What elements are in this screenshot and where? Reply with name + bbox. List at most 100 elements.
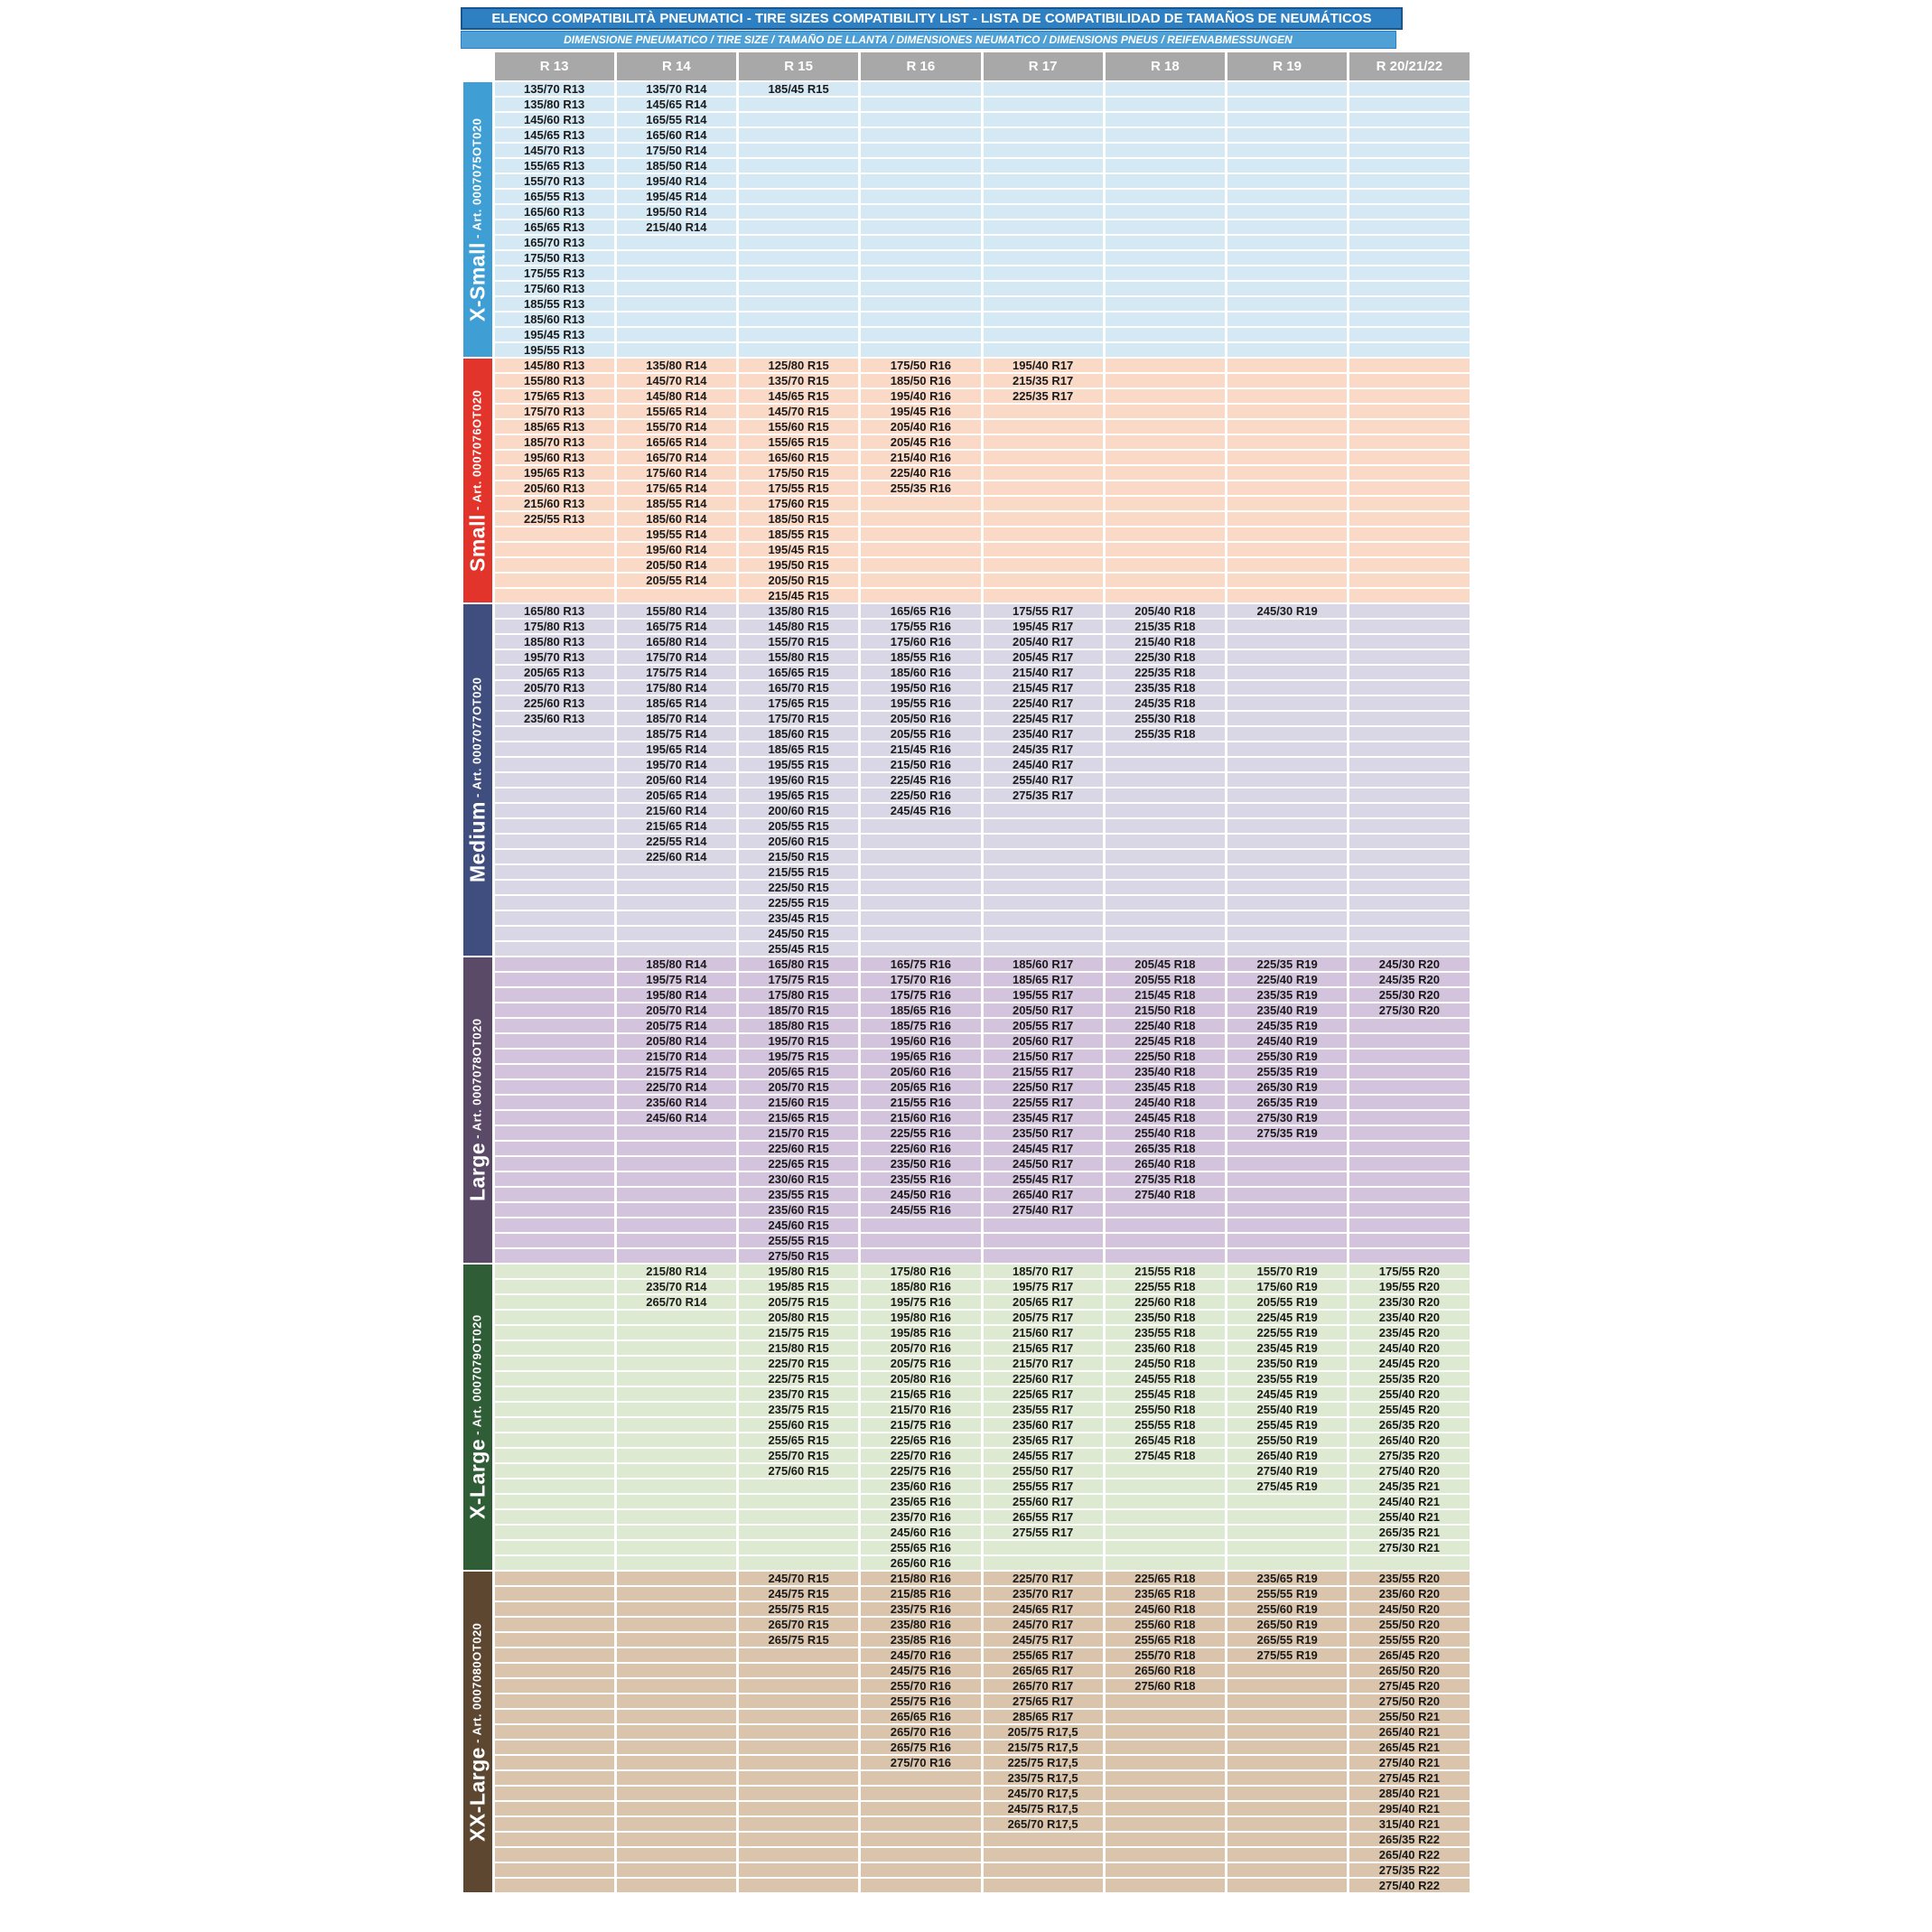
empty-cell: [983, 1879, 1103, 1892]
tire-size-cell: 165/70 R13: [494, 236, 614, 249]
empty-cell: [616, 313, 736, 326]
empty-cell: [616, 236, 736, 249]
empty-cell: [1349, 205, 1470, 219]
empty-cell: [1227, 374, 1348, 387]
empty-cell: [1105, 558, 1225, 572]
tire-size-cell: 255/45 R18: [1105, 1387, 1225, 1401]
empty-cell: [494, 1572, 614, 1585]
empty-cell: [1105, 1817, 1225, 1831]
table-row: Medium - Art. 0007077OT020 165/80 R13 155/…: [462, 604, 1470, 956]
tire-size-cell: 225/70 R14: [616, 1080, 736, 1094]
tire-size-cell: 235/45 R19: [1227, 1341, 1348, 1355]
tire-size-cell: 225/55 R18: [1105, 1280, 1225, 1293]
tire-size-cell: 235/55 R18: [1105, 1326, 1225, 1339]
empty-cell: [1227, 159, 1348, 173]
tire-size-cell: 275/35 R18: [1105, 1172, 1225, 1186]
empty-cell: [983, 82, 1103, 96]
tire-size-cell: 255/50 R19: [1227, 1433, 1348, 1447]
empty-cell: [494, 1771, 614, 1785]
tire-size-cell: 195/60 R14: [616, 543, 736, 556]
empty-cell: [1227, 1725, 1348, 1739]
table-row: 195/80 R14 175/80 R15 175/75 R16 195/55 R17…: [463, 988, 1470, 1002]
tire-size-cell: 185/75 R14: [616, 727, 736, 741]
tire-size-cell: 185/65 R14: [616, 696, 736, 710]
empty-cell: [739, 1541, 859, 1554]
rim-header-r-15: R 15: [739, 52, 859, 80]
section-label-xx-large: XX-Large - Art. 0007080OT020: [462, 1572, 492, 1892]
tire-size-cell: 175/55 R17: [983, 604, 1103, 618]
tire-size-cell: 275/45 R20: [1349, 1679, 1470, 1693]
empty-cell: [739, 205, 859, 219]
tire-size-cell: 275/70 R16: [861, 1756, 981, 1769]
tire-size-cell: 245/70 R17: [983, 1618, 1103, 1631]
empty-cell: [1105, 266, 1225, 280]
empty-cell: [861, 313, 981, 326]
table-row: 205/70 R14 185/70 R15 185/65 R16 205/50 R17…: [463, 1003, 1470, 1017]
empty-cell: [1105, 251, 1225, 265]
tire-size-cell: 155/80 R13: [494, 374, 614, 387]
tire-size-cell: 235/60 R17: [983, 1418, 1103, 1432]
empty-cell: [494, 973, 614, 986]
table-row: 205/60 R14 195/60 R15 225/45 R16 255/40 R17: [463, 773, 1470, 787]
tire-size-cell: 245/40 R19: [1227, 1034, 1348, 1048]
empty-cell: [494, 1741, 614, 1754]
empty-cell: [861, 251, 981, 265]
tire-size-cell: 215/45 R17: [983, 681, 1103, 695]
empty-cell: [494, 758, 614, 771]
tire-size-cell: 185/70 R15: [739, 1003, 859, 1017]
empty-cell: [616, 1510, 736, 1524]
empty-cell: [1227, 1218, 1348, 1232]
section-name: X-Large: [465, 1439, 489, 1520]
empty-cell: [739, 328, 859, 341]
tire-size-cell: 215/40 R14: [616, 220, 736, 234]
empty-cell: [983, 1833, 1103, 1846]
tire-size-cell: 145/80 R15: [739, 620, 859, 633]
empty-cell: [1349, 343, 1470, 357]
table-row: 230/60 R15 235/55 R16 255/45 R17 275/35 R18: [463, 1172, 1470, 1186]
tire-size-cell: 235/65 R18: [1105, 1587, 1225, 1601]
empty-cell: [616, 1172, 736, 1186]
tire-size-cell: 185/70 R17: [983, 1265, 1103, 1278]
empty-cell: [1105, 589, 1225, 602]
tire-size-cell: 245/75 R17,5: [983, 1802, 1103, 1815]
empty-cell: [983, 190, 1103, 203]
tire-size-cell: 185/80 R15: [739, 1019, 859, 1032]
section-label-large: Large - Art. 0007078OT020: [462, 957, 492, 1263]
tire-size-cell: 195/75 R17: [983, 1280, 1103, 1293]
empty-cell: [739, 1725, 859, 1739]
empty-cell: [1105, 236, 1225, 249]
tire-size-cell: 255/55 R17: [983, 1479, 1103, 1493]
empty-cell: [861, 927, 981, 940]
empty-cell: [494, 942, 614, 956]
empty-cell: [1227, 1188, 1348, 1201]
empty-cell: [1349, 558, 1470, 572]
empty-cell: [1349, 727, 1470, 741]
tire-size-cell: 215/70 R15: [739, 1126, 859, 1140]
tire-size-cell: 175/55 R16: [861, 620, 981, 633]
empty-cell: [494, 1050, 614, 1063]
empty-cell: [1227, 1526, 1348, 1539]
empty-cell: [1349, 1050, 1470, 1063]
section-name: X-Small: [465, 241, 489, 322]
empty-cell: [983, 266, 1103, 280]
empty-cell: [1105, 297, 1225, 311]
empty-cell: [983, 144, 1103, 157]
tire-size-cell: 205/55 R19: [1227, 1295, 1348, 1309]
tire-size-cell: 185/55 R15: [739, 527, 859, 541]
tire-size-cell: 205/75 R14: [616, 1019, 736, 1032]
empty-cell: [1105, 435, 1225, 449]
tire-size-cell: 185/50 R14: [616, 159, 736, 173]
table-row: 265/60 R16: [463, 1556, 1470, 1570]
tire-size-cell: 195/60 R16: [861, 1034, 981, 1048]
tire-size-cell: 225/45 R18: [1105, 1034, 1225, 1048]
empty-cell: [1227, 313, 1348, 326]
tire-size-cell: 215/60 R13: [494, 497, 614, 510]
empty-cell: [861, 865, 981, 879]
tire-size-cell: 275/30 R21: [1349, 1541, 1470, 1554]
empty-cell: [1349, 1203, 1470, 1217]
corner-spacer: [463, 52, 492, 80]
empty-cell: [494, 1111, 614, 1125]
tire-size-cell: 235/45 R17: [983, 1111, 1103, 1125]
tire-size-cell: 235/75 R17,5: [983, 1771, 1103, 1785]
tire-size-cell: 255/50 R21: [1349, 1710, 1470, 1723]
